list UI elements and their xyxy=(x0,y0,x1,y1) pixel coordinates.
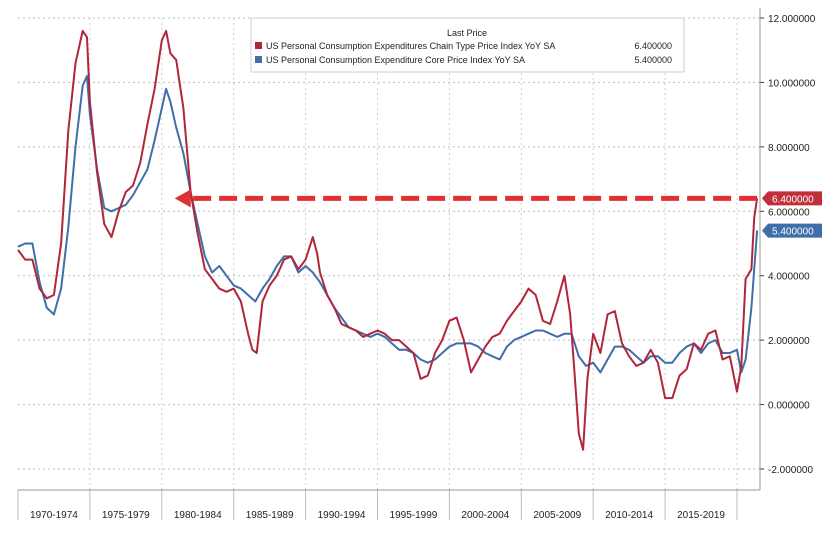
last-price-badge: 5.400000 xyxy=(762,223,822,238)
x-tick-label: 1995-1999 xyxy=(390,510,438,521)
x-tick-label: 1985-1989 xyxy=(246,510,294,521)
badge-value: 5.400000 xyxy=(772,227,814,238)
x-tick-label: 2000-2004 xyxy=(461,510,509,521)
badge-shape xyxy=(762,191,822,206)
x-tick-label: 1975-1979 xyxy=(102,510,150,521)
y-tick-label: 0.000000 xyxy=(768,401,810,412)
price-annotation xyxy=(174,189,758,208)
legend-swatch-pce xyxy=(255,42,262,49)
legend-label-core-pce: US Personal Consumption Expenditure Core… xyxy=(266,55,525,65)
y-tick-label: 8.000000 xyxy=(768,143,810,154)
y-tick-label: 6.000000 xyxy=(768,207,810,218)
legend-value-core-pce: 5.400000 xyxy=(634,55,672,65)
y-tick-label: -2.000000 xyxy=(768,465,813,476)
last-price-badge: 6.400000 xyxy=(762,191,822,206)
legend-swatch-core-pce xyxy=(255,56,262,63)
y-tick-label: 2.000000 xyxy=(768,336,810,347)
legend-box xyxy=(250,17,685,73)
x-tick-label: 2015-2019 xyxy=(677,510,725,521)
y-axis: 12.000000 10.000000 8.000000 6.000000 4.0000… xyxy=(759,8,816,490)
last-price-badges: 6.400000 5.400000 xyxy=(762,191,822,238)
y-tick-label: 4.000000 xyxy=(768,272,810,283)
arrow-head xyxy=(174,189,191,208)
series-line-core-pce xyxy=(17,75,759,374)
legend-label-pce: US Personal Consumption Expenditures Cha… xyxy=(266,41,555,51)
legend-value-pce: 6.400000 xyxy=(634,41,672,51)
x-tick-label: 1970-1974 xyxy=(30,510,78,521)
x-tick-label: 2010-2014 xyxy=(605,510,653,521)
series-line-pce xyxy=(17,29,759,451)
gridlines xyxy=(18,17,760,490)
legend-title: Last Price xyxy=(447,28,487,38)
badge-shape xyxy=(762,223,822,238)
x-tick-label: 1990-1994 xyxy=(318,510,366,521)
y-tick-label: 12.000000 xyxy=(768,14,816,25)
legend: Last Price US Personal Consumption Expen… xyxy=(250,17,685,73)
y-tick-label: 10.000000 xyxy=(768,78,816,89)
series-lines xyxy=(17,29,759,451)
x-tick-label: 2005-2009 xyxy=(533,510,581,521)
badge-value: 6.400000 xyxy=(772,194,814,205)
x-tick-label: 1980-1984 xyxy=(174,510,222,521)
x-axis: 1970-1974 1975-1979 1980-1984 1985-1989 1990… xyxy=(17,489,760,521)
